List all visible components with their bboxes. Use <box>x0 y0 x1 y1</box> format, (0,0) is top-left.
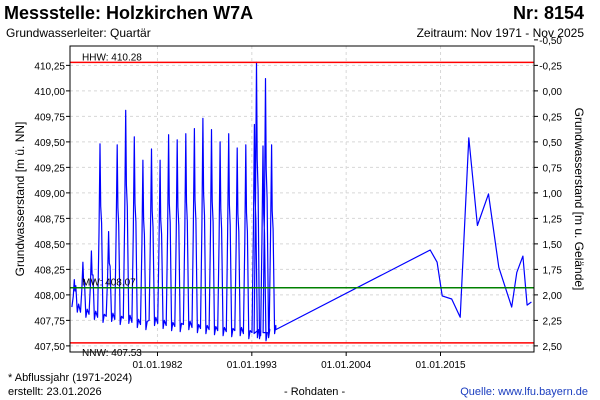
station-number: Nr: 8154 <box>512 3 584 23</box>
footnote-abflussjahr: * Abflussjahr (1971-2024) <box>8 372 133 384</box>
y-tick-label-right: 0,00 <box>543 87 563 98</box>
period-label: Zeitraum: Nov 1971 - Nov 2025 <box>416 26 584 40</box>
plot-frame <box>69 45 535 353</box>
y-tick-label-left: 409,50 <box>34 138 65 149</box>
reference-label-mw: MW: 408.07 <box>82 278 136 289</box>
y-tick-label-right: 0,25 <box>543 112 563 123</box>
y-tick-label-left: 407,75 <box>34 316 65 327</box>
y-tick-label-right: 1,00 <box>543 189 563 200</box>
created-date: erstellt: 23.01.2026 <box>8 386 102 398</box>
y-tick-label-right: 1,75 <box>543 265 563 276</box>
y-tick-label-right: -0,50 <box>539 36 562 47</box>
y-tick-label-left: 408,00 <box>34 291 65 302</box>
y-tick-label-right: 1,50 <box>543 240 563 251</box>
groundwater-level-line <box>71 61 532 342</box>
y-axis-title-left: Grundwasserstand [m ü. NN] <box>13 122 27 277</box>
y-tick-label-left: 409,00 <box>34 189 65 200</box>
reference-label-nnw: NNW: 407.53 <box>82 348 142 359</box>
y-tick-label-left: 407,50 <box>34 342 65 353</box>
x-tick-label: 01.01.1982 <box>132 360 182 371</box>
y-tick-label-right: 0,50 <box>543 138 563 149</box>
y-tick-label-right: 0,75 <box>543 163 563 174</box>
y-tick-label-right: 2,50 <box>543 342 563 353</box>
x-tick-label: 01.01.1993 <box>227 360 277 371</box>
y-tick-label-left: 409,75 <box>34 112 65 123</box>
source-link[interactable]: Quelle: www.lfu.bayern.de <box>460 386 588 398</box>
y-tick-label-right: -0,25 <box>539 61 562 72</box>
y-tick-label-right: 2,25 <box>543 316 563 327</box>
raw-data-label: - Rohdaten - <box>284 386 346 398</box>
aquifer-label: Grundwasserleiter: Quartär <box>6 26 151 40</box>
y-axis-title-right: Grundwasserstand [m u. Gelände] <box>572 108 586 291</box>
y-tick-label-right: 1,25 <box>543 214 563 225</box>
chart-title: Messstelle: Holzkirchen W7A <box>4 3 254 23</box>
y-tick-label-left: 410,25 <box>34 61 65 72</box>
y-tick-label-left: 410,00 <box>34 87 65 98</box>
y-tick-label-left: 409,25 <box>34 163 65 174</box>
y-tick-label-left: 408,25 <box>34 265 65 276</box>
x-tick-label: 01.01.2015 <box>415 360 465 371</box>
y-tick-label-left: 408,50 <box>34 240 65 251</box>
x-tick-label: 01.01.2004 <box>321 360 371 371</box>
y-tick-label-left: 408,75 <box>34 214 65 225</box>
y-tick-label-right: 2,00 <box>543 291 563 302</box>
reference-label-hhw: HHW: 410.28 <box>82 52 142 63</box>
